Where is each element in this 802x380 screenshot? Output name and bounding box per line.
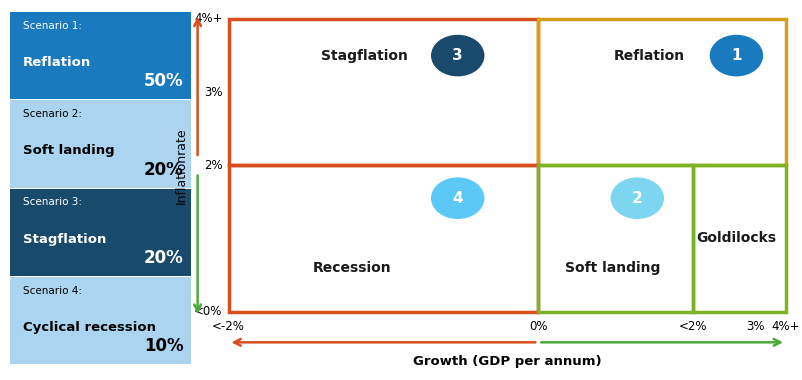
Bar [693,165,786,312]
Text: Cyclical recession: Cyclical recession [23,321,156,334]
Text: <2%: <2% [678,320,707,333]
Text: 4%+: 4%+ [194,13,222,25]
Bar [538,165,693,312]
Text: 20%: 20% [144,249,184,267]
Text: <0%: <0% [194,305,222,318]
Text: Scenario 1:: Scenario 1: [23,21,82,31]
Bar [229,19,538,165]
Ellipse shape [431,35,484,76]
Text: Scenario 3:: Scenario 3: [23,198,82,207]
Text: Soft landing: Soft landing [23,144,115,157]
Text: Scenario 4:: Scenario 4: [23,286,82,296]
Ellipse shape [711,35,763,76]
Bar [10,277,191,364]
Text: 2%: 2% [204,159,222,172]
Text: 3%: 3% [204,86,222,99]
Text: 4%+: 4%+ [772,320,800,333]
Bar [10,100,191,188]
Text: Inflationrate: Inflationrate [175,127,188,204]
Text: 1: 1 [731,48,742,63]
Text: Recession: Recession [313,261,391,275]
Text: Growth (GDP per annum): Growth (GDP per annum) [413,356,602,369]
Bar [538,19,786,165]
Ellipse shape [611,178,663,218]
Text: Stagflation: Stagflation [322,49,408,63]
Bar [10,12,191,99]
Text: 2: 2 [632,191,642,206]
Ellipse shape [431,178,484,218]
Text: 4: 4 [452,191,463,206]
Text: 20%: 20% [144,161,184,179]
Text: Scenario 2:: Scenario 2: [23,109,82,119]
Bar [10,188,191,276]
Text: 50%: 50% [144,72,184,90]
Text: 0%: 0% [529,320,548,333]
Text: Soft landing: Soft landing [565,261,660,275]
Bar [229,165,538,312]
Text: <-2%: <-2% [213,320,245,333]
Text: Reflation: Reflation [23,56,91,69]
Text: 10%: 10% [144,337,184,355]
Text: 3: 3 [452,48,463,63]
Text: 3%: 3% [746,320,764,333]
Text: Goldilocks: Goldilocks [696,231,776,245]
Text: Reflation: Reflation [614,49,685,63]
Text: Stagflation: Stagflation [23,233,107,246]
